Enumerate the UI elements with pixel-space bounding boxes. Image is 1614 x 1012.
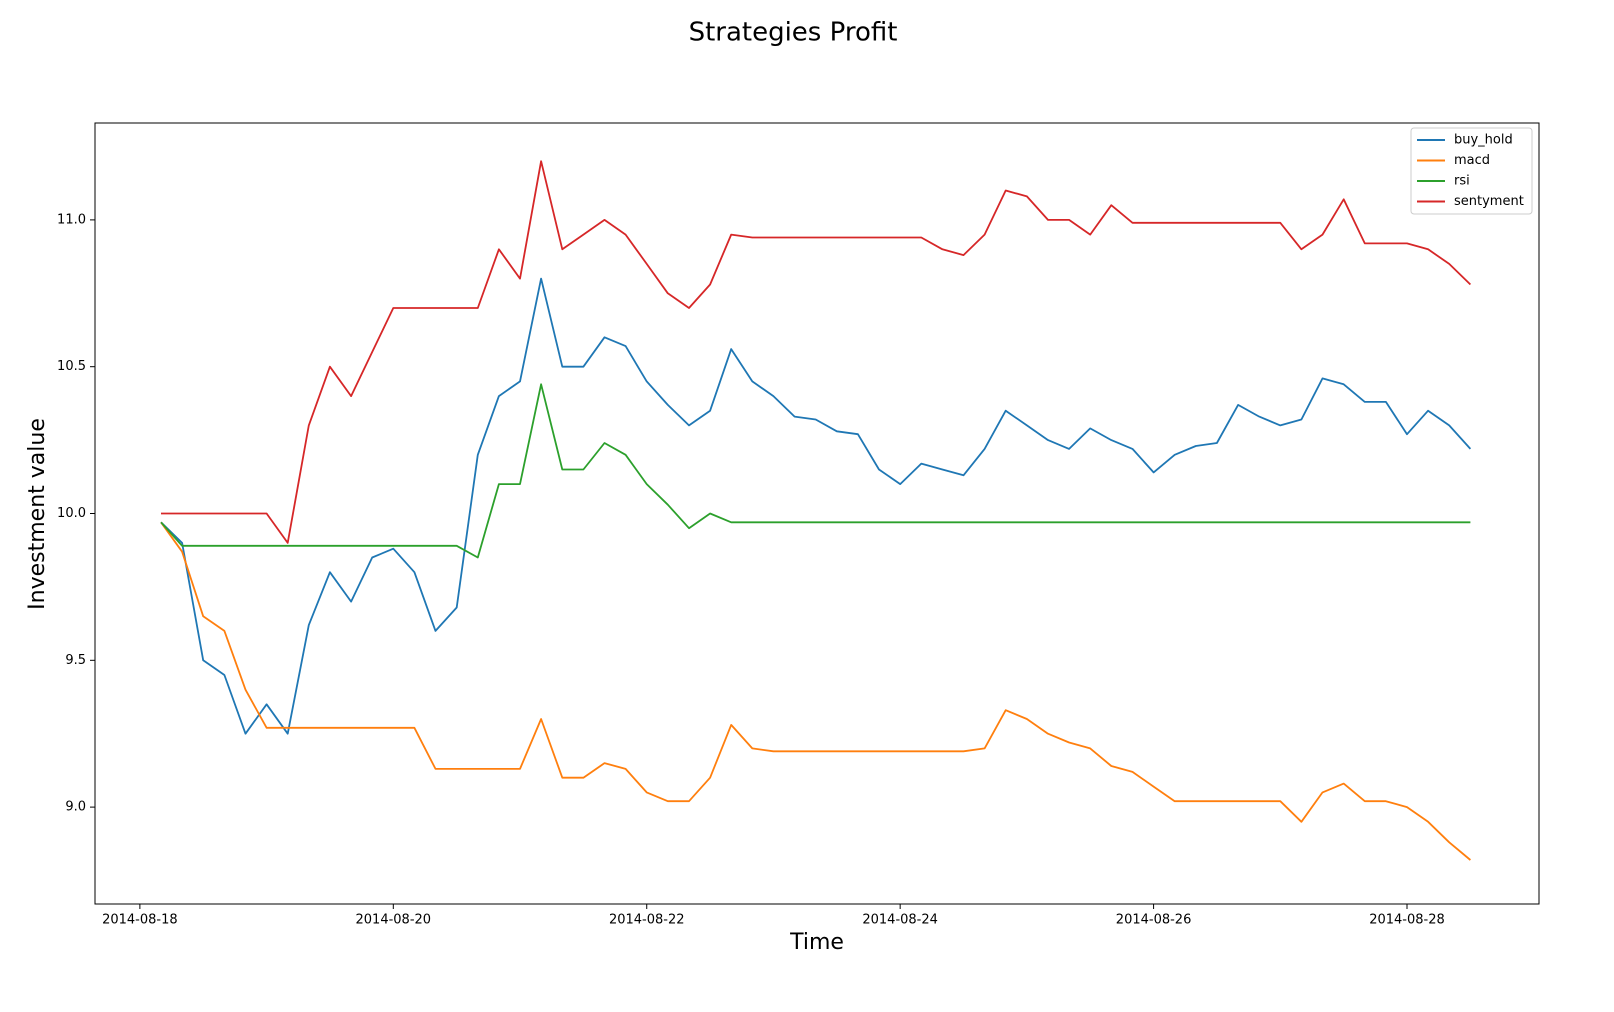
- x-axis-label: Time: [789, 930, 844, 955]
- x-tick-label: 2014-08-20: [356, 913, 432, 928]
- x-tick-label: 2014-08-22: [609, 913, 685, 928]
- x-tick-label: 2014-08-18: [102, 913, 178, 928]
- series-line: [160, 383, 1471, 559]
- x-tick-label: 2014-08-28: [1369, 913, 1445, 928]
- y-tick-label: 9.5: [65, 653, 86, 668]
- series-line: [160, 521, 1471, 861]
- legend-box: [1410, 127, 1533, 215]
- y-tick-label: 10.5: [57, 359, 86, 374]
- plot-frame: [94, 122, 1540, 905]
- x-tick-label: 2014-08-26: [1116, 913, 1192, 928]
- y-axis-label: Investment value: [25, 418, 50, 610]
- chart-title: Strategies Profit: [689, 18, 898, 48]
- legend-label: macd: [1454, 153, 1490, 168]
- y-tick-label: 9.0: [65, 800, 86, 815]
- series-line: [161, 160, 1472, 544]
- legend-label: buy_hold: [1454, 133, 1513, 148]
- legend-label: sentyment: [1454, 194, 1524, 209]
- y-tick-label: 11.0: [57, 212, 86, 227]
- series-line: [160, 277, 1472, 735]
- legend-label: rsi: [1454, 174, 1470, 189]
- x-tick-label: 2014-08-24: [862, 913, 938, 928]
- y-tick-label: 10.0: [57, 506, 86, 521]
